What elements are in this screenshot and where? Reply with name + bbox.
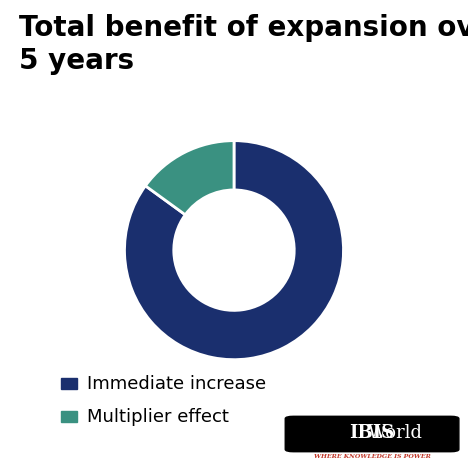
Text: Immediate increase: Immediate increase bbox=[87, 375, 266, 393]
Text: World: World bbox=[322, 424, 422, 442]
Text: WHERE KNOWLEDGE IS POWER: WHERE KNOWLEDGE IS POWER bbox=[314, 455, 431, 459]
Wedge shape bbox=[146, 141, 234, 215]
Text: IBIS: IBIS bbox=[350, 424, 395, 442]
Wedge shape bbox=[124, 141, 344, 360]
Text: Multiplier effect: Multiplier effect bbox=[87, 408, 228, 426]
FancyBboxPatch shape bbox=[285, 416, 459, 452]
Text: Total benefit of expansion over
5 years: Total benefit of expansion over 5 years bbox=[19, 14, 468, 75]
